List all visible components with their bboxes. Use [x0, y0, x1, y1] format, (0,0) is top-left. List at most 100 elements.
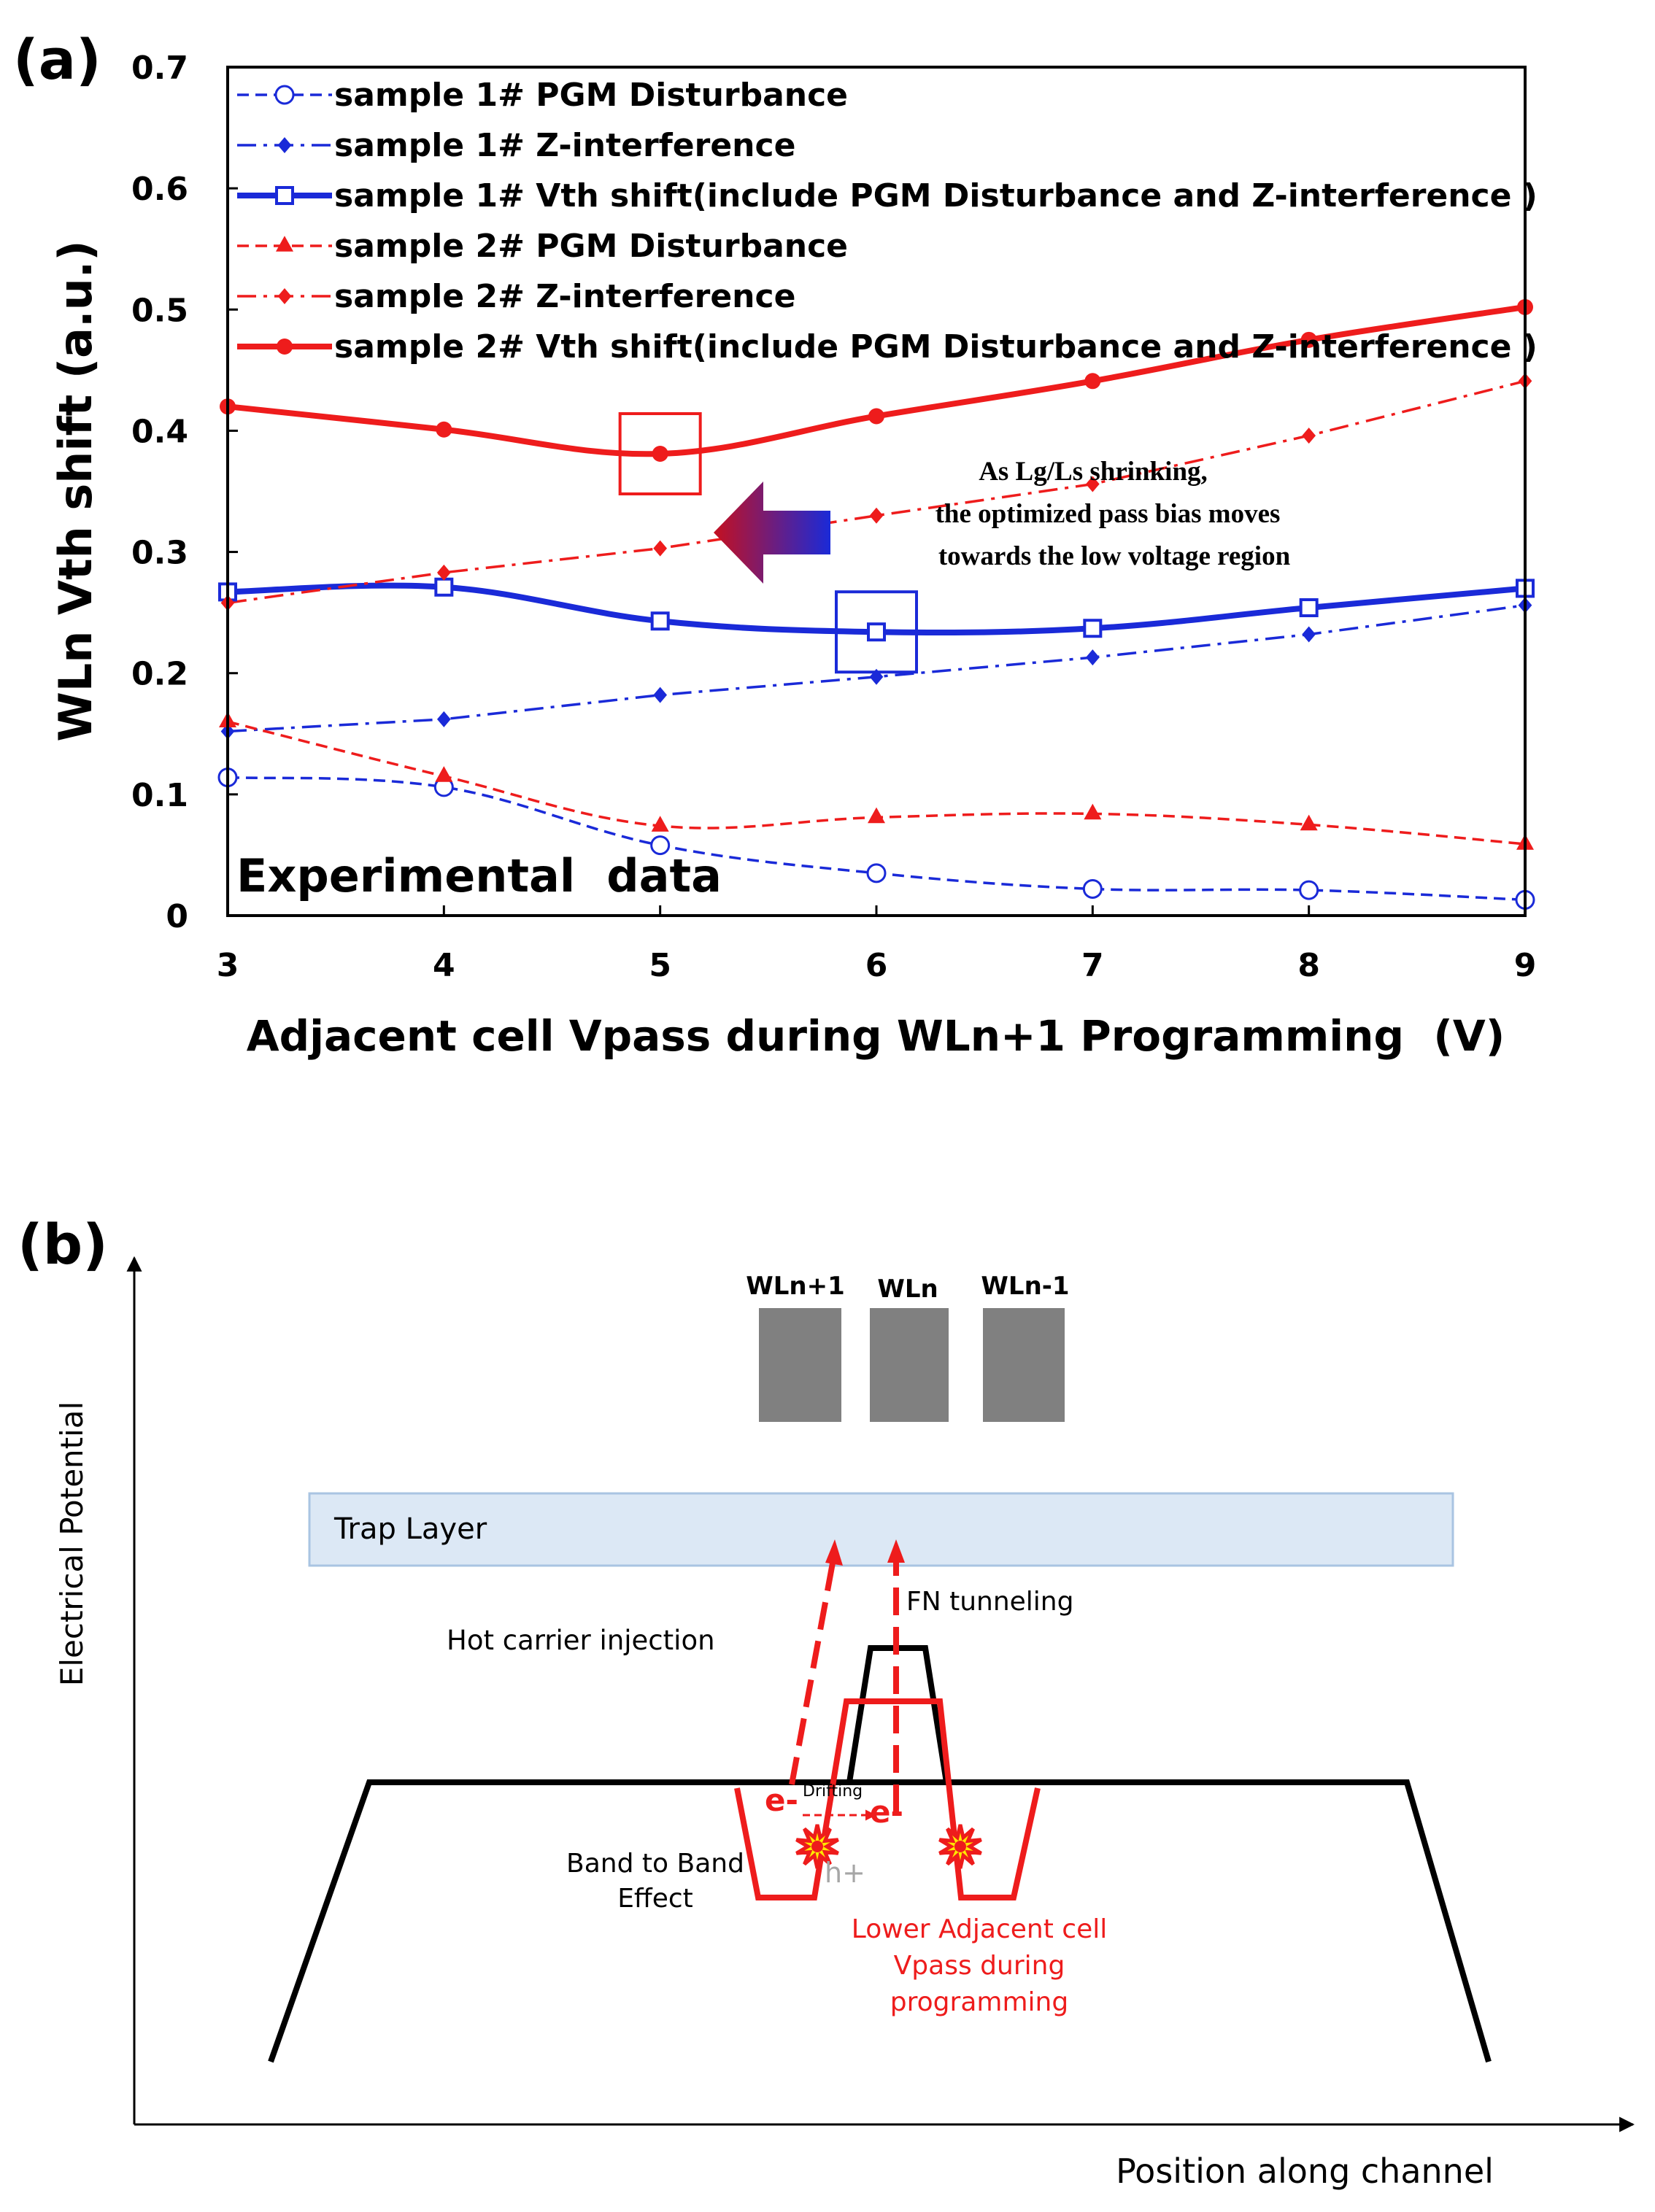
panel-b: (b) Electrical Potential Position along …: [18, 1212, 1635, 2191]
data-point-sample-1-pgm-disturbance: [650, 835, 671, 856]
annotation-line-1: As Lg/Ls shrinking,: [979, 457, 1208, 487]
lower-vpass-label-2: Vpass during: [894, 1951, 1065, 1981]
legend-label: sample 2# PGM Disturbance: [334, 228, 848, 265]
y-tick-label: 0.1: [131, 777, 188, 814]
data-point-sample-1-pgm-disturbance: [866, 863, 887, 883]
x-tick-label: 8: [1297, 947, 1320, 984]
legend-label: sample 2# Z-interference: [334, 278, 795, 315]
legend-marker: [275, 186, 294, 205]
y-tick-label: 0.7: [131, 50, 188, 87]
lower-vpass-label-3: programming: [890, 1987, 1068, 2017]
data-point-sample-1-pgm-disturbance: [1299, 880, 1319, 900]
x-tick-label: 3: [217, 947, 239, 984]
data-point-sample-2-vth-shift-include-pgm-disturbance-and-z-interference: [1300, 331, 1317, 348]
hole-label: h+: [825, 1857, 865, 1889]
data-point-sample-2-vth-shift-include-pgm-disturbance-and-z-interference: [652, 445, 668, 462]
highlight-box-layer: [618, 411, 918, 674]
experimental-data-label: Experimental data: [236, 849, 722, 902]
potential-profile-red: [734, 1698, 1041, 1900]
gate-wln-minus-1: [983, 1308, 1065, 1422]
spark-core: [954, 1841, 966, 1852]
x-tick-label: 7: [1081, 947, 1104, 984]
legend-label: sample 1# PGM Disturbance: [334, 77, 848, 114]
wordline-label-wln-minus-1: WLn-1: [981, 1272, 1069, 1301]
y-tick-label: 0: [166, 898, 188, 935]
hot-carrier-arrowhead: [825, 1539, 843, 1566]
data-point-sample-1-vth-shift-include-pgm-disturbance-and-z-interference: [867, 622, 886, 642]
y-tick-label: 0.3: [131, 535, 188, 572]
panel-b-label: (b): [18, 1212, 108, 1277]
y-tick-label: 0.4: [131, 413, 188, 450]
data-point-sample-2-vth-shift-include-pgm-disturbance-and-z-interference: [436, 421, 452, 438]
annotation-line-3: towards the low voltage region: [938, 541, 1291, 571]
data-point-sample-1-vth-shift-include-pgm-disturbance-and-z-interference: [434, 577, 454, 597]
data-point-sample-2-pgm-disturbance: [651, 816, 669, 832]
marker-layer: [217, 298, 1535, 910]
y-tick-label: 0.5: [131, 292, 188, 329]
electron-label-left: e-: [765, 1782, 798, 1818]
fn-tunneling-label: FN tunneling: [906, 1587, 1073, 1617]
position-along-channel-label: Position along channel: [1116, 2151, 1494, 2191]
electrical-potential-label: Electrical Potential: [54, 1401, 90, 1686]
y-axis-label: WLn Vth shift (a.u.): [49, 240, 102, 741]
hot-carrier-injection-label: Hot carrier injection: [447, 1625, 715, 1656]
x-tick-label: 4: [433, 947, 455, 984]
gate-wln: [870, 1308, 949, 1422]
data-point-sample-2-pgm-disturbance: [1300, 814, 1318, 831]
trap-layer-label: Trap Layer: [333, 1512, 487, 1546]
data-point-sample-2-z-interference: [436, 564, 451, 581]
lower-vpass-label-1: Lower Adjacent cell: [852, 1914, 1107, 1944]
data-point-sample-2-pgm-disturbance: [1084, 803, 1102, 820]
highlight-box: [835, 590, 918, 674]
spark-icon-left: [795, 1824, 839, 1869]
series-line-sample-2-pgm-disturbance: [227, 720, 1526, 846]
annotation: As Lg/Ls shrinking, the optimized pass b…: [935, 457, 1291, 571]
tick-layer: 0 0.1 0.2 0.3 0.4 0.5 0.6 0.7 3 4 5 6 7 8 9: [131, 50, 1536, 984]
panel-a: (a) 0 0.1 0.2 0.3 0.4 0.5 0.6 0.7 3 4 5 6 7 8 9 sample…: [13, 27, 1538, 1061]
highlight-box: [618, 411, 702, 495]
hot-carrier-arrow: [789, 1558, 836, 1785]
data-point-sample-1-vth-shift-include-pgm-disturbance-and-z-interference: [1299, 598, 1319, 617]
data-point-sample-1-vth-shift-include-pgm-disturbance-and-z-interference: [1083, 619, 1103, 638]
x-tick-label: 5: [649, 947, 671, 984]
legend-marker: [276, 236, 293, 252]
legend-marker: [274, 85, 295, 105]
legend-marker: [277, 288, 292, 304]
data-point-sample-2-pgm-disturbance: [868, 807, 885, 824]
data-point-sample-1-z-interference: [653, 687, 668, 703]
annotation-line-2: the optimized pass bias moves: [935, 499, 1281, 529]
data-point-sample-1-z-interference: [869, 668, 884, 685]
legend: sample 1# PGM Disturbance sample 1# Z-int…: [237, 77, 1538, 366]
x-tick-label: 9: [1514, 947, 1537, 984]
legend-label: sample 1# Z-interference: [334, 127, 795, 164]
data-point-sample-1-z-interference: [1302, 626, 1316, 643]
data-point-sample-2-z-interference: [653, 540, 668, 557]
data-point-sample-2-vth-shift-include-pgm-disturbance-and-z-interference: [868, 408, 884, 425]
shift-arrow: [714, 482, 830, 584]
drifting-label: Drifting: [803, 1782, 863, 1801]
wordline-gates: WLn+1 WLn WLn-1: [746, 1272, 1070, 1422]
trap-layer: [308, 1492, 1454, 1567]
data-point-sample-2-pgm-disturbance: [435, 766, 453, 782]
data-point-sample-2-z-interference: [869, 507, 884, 524]
legend-marker: [277, 137, 292, 153]
wordline-label-wln-plus-1: WLn+1: [746, 1272, 845, 1301]
wordline-label-wln: WLn: [877, 1275, 938, 1304]
band-to-band-label-2: Effect: [617, 1884, 693, 1914]
y-tick-label: 0.2: [131, 656, 188, 693]
legend-marker: [277, 339, 293, 355]
legend-label: sample 1# Vth shift(include PGM Disturba…: [334, 177, 1538, 214]
spark-icon-right: [938, 1824, 982, 1869]
data-point-sample-1-pgm-disturbance: [1082, 878, 1103, 899]
fn-tunneling-arrowhead: [887, 1539, 905, 1563]
band-to-band-label-1: Band to Band: [566, 1849, 744, 1879]
legend-label: sample 2# Vth shift(include PGM Disturba…: [334, 328, 1538, 366]
data-point-sample-1-z-interference: [436, 711, 451, 727]
x-axis-label: Adjacent cell Vpass during WLn+1 Program…: [247, 1011, 1505, 1061]
potential-profile-black: [268, 1779, 1492, 2063]
spark-core: [811, 1841, 823, 1852]
electron-label-right: e-: [870, 1794, 903, 1830]
data-point-sample-2-vth-shift-include-pgm-disturbance-and-z-interference: [1084, 373, 1101, 390]
y-tick-label: 0.6: [131, 171, 188, 208]
